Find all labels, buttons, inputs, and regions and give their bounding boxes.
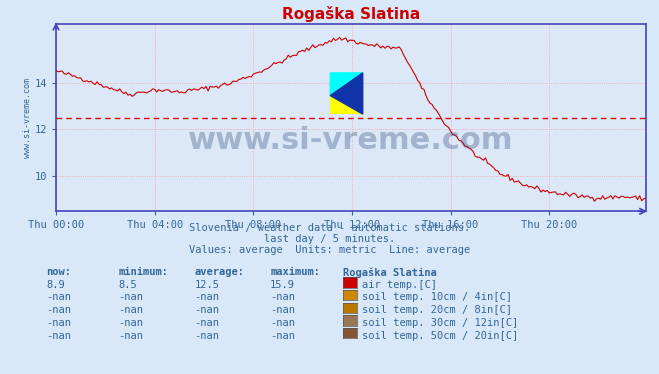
Text: -nan: -nan: [46, 305, 71, 315]
Text: -nan: -nan: [119, 292, 144, 303]
Text: -nan: -nan: [270, 331, 295, 341]
Text: maximum:: maximum:: [270, 267, 320, 278]
Text: soil temp. 10cm / 4in[C]: soil temp. 10cm / 4in[C]: [362, 292, 513, 303]
Text: -nan: -nan: [270, 292, 295, 303]
Text: now:: now:: [46, 267, 71, 278]
Text: -nan: -nan: [194, 305, 219, 315]
FancyBboxPatch shape: [330, 73, 362, 114]
Text: Rogaška Slatina: Rogaška Slatina: [343, 267, 436, 278]
Text: 8.5: 8.5: [119, 280, 137, 290]
Text: average:: average:: [194, 267, 244, 278]
Text: -nan: -nan: [119, 318, 144, 328]
Text: www.si-vreme.com: www.si-vreme.com: [188, 126, 513, 155]
Text: -nan: -nan: [270, 305, 295, 315]
Text: 8.9: 8.9: [46, 280, 65, 290]
Text: air temp.[C]: air temp.[C]: [362, 280, 438, 290]
Text: Slovenia / weather data - automatic stations.: Slovenia / weather data - automatic stat…: [189, 223, 470, 233]
Text: -nan: -nan: [46, 292, 71, 303]
Text: -nan: -nan: [194, 292, 219, 303]
Text: -nan: -nan: [46, 318, 71, 328]
Text: 12.5: 12.5: [194, 280, 219, 290]
Text: -nan: -nan: [270, 318, 295, 328]
Text: -nan: -nan: [194, 331, 219, 341]
Text: -nan: -nan: [46, 331, 71, 341]
Text: 15.9: 15.9: [270, 280, 295, 290]
Text: -nan: -nan: [119, 331, 144, 341]
Text: last day / 5 minutes.: last day / 5 minutes.: [264, 234, 395, 244]
Text: soil temp. 50cm / 20in[C]: soil temp. 50cm / 20in[C]: [362, 331, 519, 341]
Text: soil temp. 30cm / 12in[C]: soil temp. 30cm / 12in[C]: [362, 318, 519, 328]
Polygon shape: [330, 73, 362, 96]
Text: soil temp. 20cm / 8in[C]: soil temp. 20cm / 8in[C]: [362, 305, 513, 315]
Polygon shape: [330, 73, 362, 114]
Text: minimum:: minimum:: [119, 267, 169, 278]
Text: -nan: -nan: [194, 318, 219, 328]
Title: Rogaška Slatina: Rogaška Slatina: [282, 6, 420, 22]
Y-axis label: www.si-vreme.com: www.si-vreme.com: [22, 78, 32, 158]
Text: Values: average  Units: metric  Line: average: Values: average Units: metric Line: aver…: [189, 245, 470, 255]
Text: -nan: -nan: [119, 305, 144, 315]
